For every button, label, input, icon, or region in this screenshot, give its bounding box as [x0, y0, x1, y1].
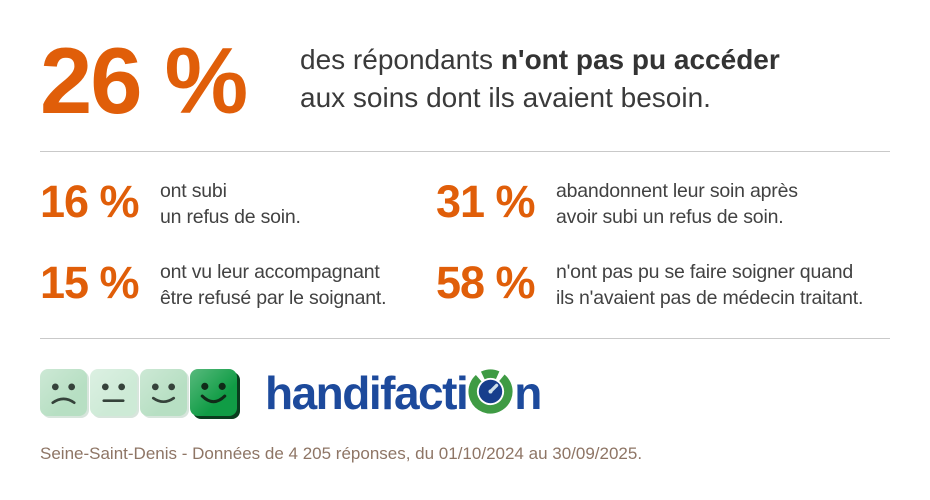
stat-sans-medecin-traitant: 58 % n'ont pas pu se faire soigner quand… [436, 256, 890, 311]
stat-value: 15 % [40, 256, 140, 308]
stat-line-1: abandonnent leur soin après [556, 179, 798, 202]
logo-text-after: n [514, 366, 542, 419]
happy-face-tile [190, 369, 237, 417]
divider-bottom [40, 337, 890, 339]
gauge-o-icon [468, 369, 513, 414]
sad-face-tile [40, 369, 87, 417]
hero-stat-value: 26 % [40, 28, 248, 133]
happy-face-icon [200, 383, 227, 404]
divider-top [40, 150, 890, 152]
stat-refus-de-soin: 16 % ont subi un refus de soin. [40, 175, 436, 230]
stat-line-2: avoir subi un refus de soin. [556, 205, 784, 228]
smiley-tiles [40, 369, 237, 417]
neutral-face-icon [101, 383, 126, 403]
stat-value: 31 % [436, 175, 536, 227]
stat-line-1: ont vu leur accompagnant [160, 260, 380, 283]
stat-value: 16 % [40, 175, 140, 227]
hero-line-1-regular: des répondants [300, 44, 501, 75]
hero-line-2: aux soins dont ils avaient besoin. [300, 82, 711, 113]
stats-grid: 16 % ont subi un refus de soin. 31 % aba… [40, 152, 890, 338]
sad-face-icon [51, 383, 76, 405]
stat-line-2: un refus de soin. [160, 205, 301, 228]
slight-smile-face-tile [140, 369, 187, 417]
stat-value: 58 % [436, 256, 536, 308]
stat-line-1: n'ont pas pu se faire soigner quand [556, 260, 854, 283]
hero-stat-description: des répondants n'ont pas pu accéder aux … [300, 41, 780, 117]
handifaction-logo: handifacti n [265, 366, 542, 420]
hero-line-1-bold: n'ont pas pu accéder [500, 44, 780, 75]
logo-text-before: handifacti [265, 366, 469, 419]
hero-section: 26 % des répondants n'ont pas pu accéder… [40, 0, 890, 129]
stat-line-2: ils n'avaient pas de médecin traitant. [556, 286, 864, 309]
stat-description: ont subi un refus de soin. [160, 177, 301, 230]
stat-description: abandonnent leur soin après avoir subi u… [556, 177, 798, 230]
slight-smile-face-icon [151, 383, 176, 404]
stat-line-2: être refusé par le soignant. [160, 286, 387, 309]
brand-section: handifacti n [40, 366, 890, 420]
footer-data-source: Seine-Saint-Denis - Données de 4 205 rép… [40, 443, 643, 463]
stat-accompagnant-refuse: 15 % ont vu leur accompagnant être refus… [40, 256, 436, 311]
stat-description: n'ont pas pu se faire soigner quand ils … [556, 258, 863, 311]
stat-line-1: ont subi [160, 179, 227, 202]
stat-abandon-soin: 31 % abandonnent leur soin après avoir s… [436, 175, 890, 230]
stat-description: ont vu leur accompagnant être refusé par… [160, 258, 387, 311]
neutral-face-tile [90, 369, 137, 417]
hero-line-1: des répondants n'ont pas pu accéder [300, 41, 780, 79]
